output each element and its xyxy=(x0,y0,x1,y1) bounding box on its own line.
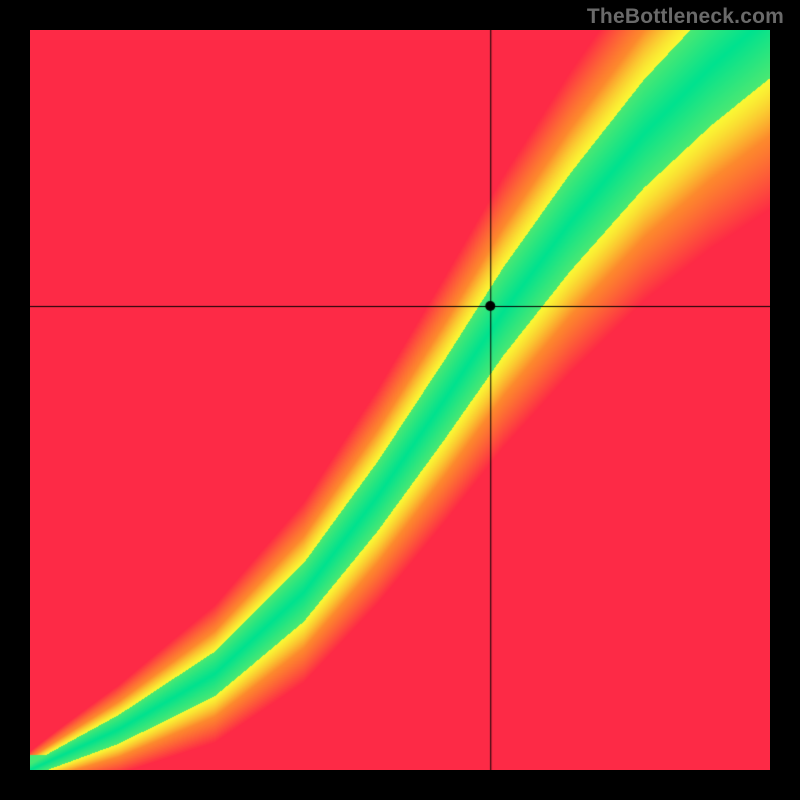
watermark-text: TheBottleneck.com xyxy=(587,5,784,29)
heatmap-plot xyxy=(30,30,770,770)
heatmap-canvas xyxy=(30,30,770,770)
chart-container: TheBottleneck.com xyxy=(0,0,800,800)
